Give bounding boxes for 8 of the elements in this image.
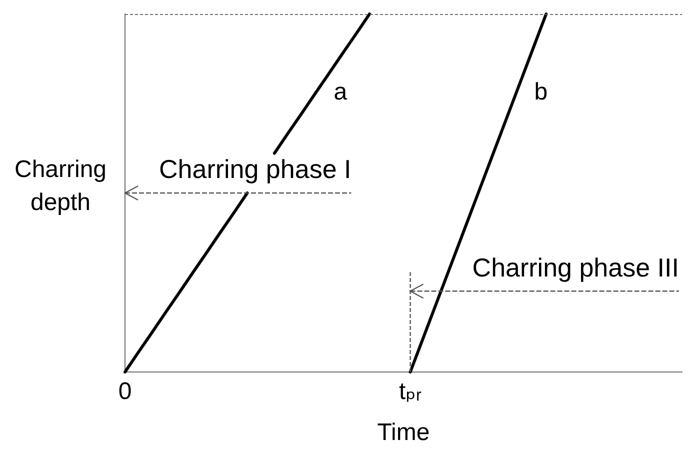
series-label: b [534,78,548,106]
series-label: a [334,78,348,106]
x-tick-label: 0 [118,378,132,406]
x-axis-title: Time [377,419,430,446]
y-axis-title: Charring depth [14,156,107,216]
annotation: Charring phase I [159,154,352,184]
x-tick-label: tₚᵣ [398,378,422,406]
annotation: Charring phase III [472,252,679,282]
